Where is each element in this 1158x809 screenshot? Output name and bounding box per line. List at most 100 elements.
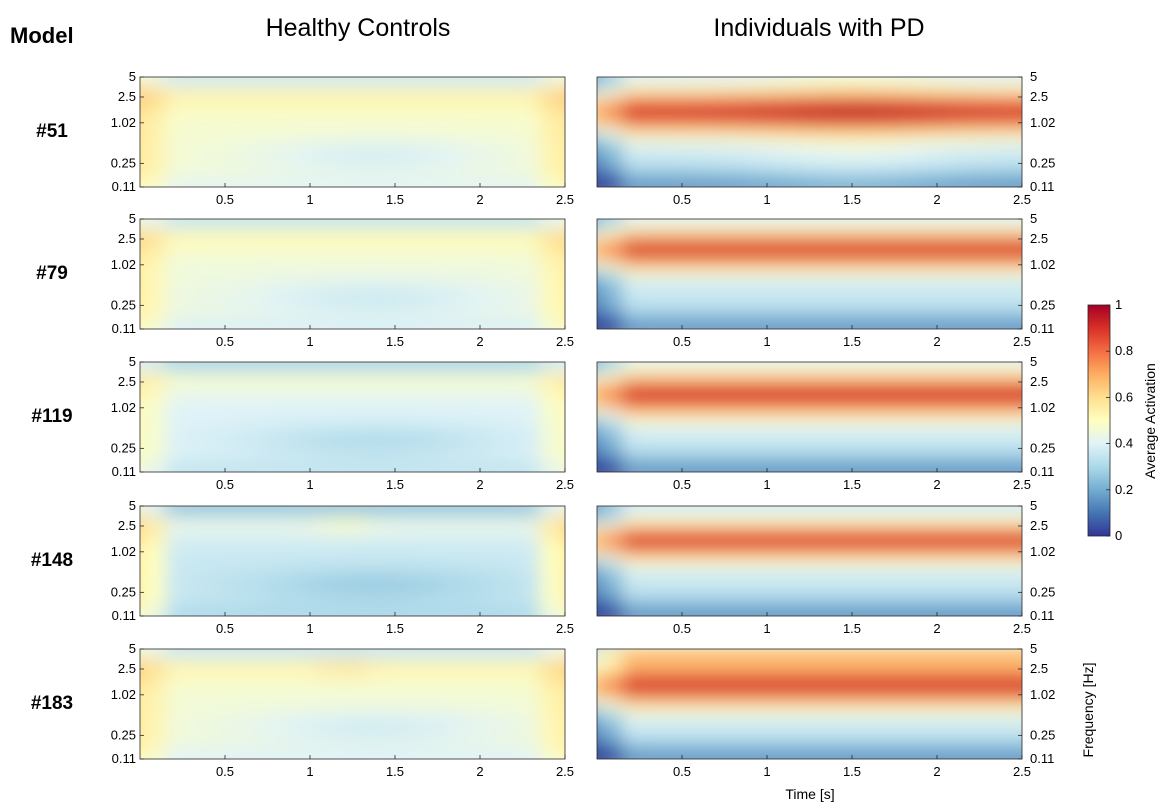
heatmap-cell [515,362,541,373]
heatmap-cell [947,97,973,108]
heatmap-cell [997,219,1022,220]
heatmap-cell [565,739,591,750]
heatmap-cell [872,402,898,413]
heatmap-cell [140,289,166,300]
heatmap-cell [465,77,491,88]
heatmap-cell [240,309,266,320]
heatmap-cell [240,719,266,730]
heatmap-cell [290,127,316,138]
pd-panel-1-frame [596,76,1023,188]
heatmap-cell [922,402,948,413]
heatmap-cell [797,117,823,128]
heatmap-cell [697,362,723,373]
heatmap-cell [365,452,391,463]
heatmap-cell [647,362,673,373]
heatmap-cell [822,117,848,128]
heatmap-cell [647,167,673,178]
heatmap-cell [390,127,416,138]
heatmap-cell [722,689,748,700]
heatmap-cell [797,97,823,108]
heatmap-cell [947,759,973,770]
heatmap-cell [747,596,773,607]
heatmap-cell [947,107,973,118]
heatmap-cell [265,147,291,158]
heatmap-cell [540,77,565,78]
heatmap-cell [540,309,565,320]
heatmap-cell [872,422,898,433]
heatmap-cell [922,259,948,270]
heatmap-cell [440,219,466,230]
heatmap-cell [240,299,266,310]
heatmap-cell [165,689,191,700]
heatmap-cell [897,679,923,690]
heatmap-cell [597,219,598,230]
heatmap-cell [340,536,366,547]
heatmap-cell [565,309,591,320]
heatmap-cell [797,516,823,527]
heatmap-cell [847,546,873,557]
heatmap-cell [390,679,416,690]
heatmap-cell [290,719,316,730]
y-tick-label: 0.11 [112,179,136,194]
heatmap-cell [997,536,1022,547]
heatmap-cell [647,402,673,413]
heatmap-cell [165,596,191,607]
heatmap-cell [972,289,998,300]
heatmap-cell [240,679,266,690]
heatmap-cell [972,219,998,220]
heatmap-cell [465,576,491,587]
heatmap-cell [165,229,191,240]
heatmap-cell [215,576,241,587]
heatmap-cell [190,362,216,373]
heatmap-cell [465,157,491,168]
y-tick-label: 0.25 [1030,440,1055,455]
heatmap-cell [215,372,241,383]
heatmap-cell [340,586,366,597]
heatmap-cell [540,392,565,403]
heatmap-cell [465,669,491,680]
heatmap-cell [872,472,898,483]
heatmap-cell [265,412,291,423]
heatmap-cell [647,606,673,616]
heatmap-cell [215,229,241,240]
heatmap-cell [897,167,923,178]
heatmap-cell [747,432,773,443]
heatmap-cell [390,77,416,78]
heatmap-cell [215,556,241,567]
heatmap-cell [597,167,623,178]
heatmap-cell [340,506,366,517]
heatmap-cell [165,319,191,329]
heatmap-cell [565,157,591,168]
heatmap-cell [540,382,565,393]
heatmap-cell [797,649,823,650]
heatmap-cell [597,137,598,148]
heatmap-cell [490,719,516,730]
healthy-panel-1-heatmap [140,77,591,187]
heatmap-cell [697,556,723,567]
heatmap-cell [1022,709,1048,720]
heatmap-cell [947,649,973,650]
heatmap-cell [747,259,773,270]
heatmap-cell [647,506,673,507]
heatmap-cell [240,219,266,230]
heatmap-cell [440,729,466,740]
heatmap-cell [997,412,1022,423]
heatmap-cell [315,699,341,710]
y-tick-label: 2.5 [118,374,136,389]
heatmap-cell [265,87,291,98]
heatmap-cell [315,566,341,577]
heatmap-cell [872,372,898,383]
heatmap-cell [315,219,341,220]
y-tick-label: 1.02 [1030,257,1055,272]
heatmap-cell [597,606,598,616]
heatmap-cell [847,596,873,607]
y-tick-label: 2.5 [1030,374,1048,389]
heatmap-cell [365,219,391,220]
heatmap-cell [622,87,648,98]
heatmap-cell [465,526,491,537]
heatmap-cell [697,259,723,270]
heatmap-cell [290,596,316,607]
heatmap-cell [972,87,998,98]
heatmap-cell [190,526,216,537]
heatmap-cell [265,606,291,616]
